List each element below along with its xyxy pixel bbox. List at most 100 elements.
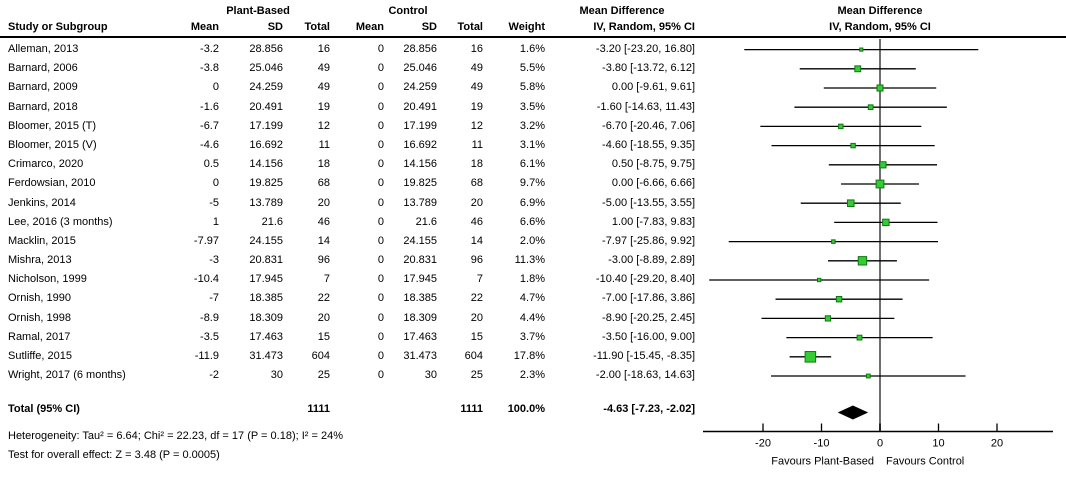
table-row: Macklin, 2015 -7.97 24.155 14 0 24.155 14 2.0% -… — [0, 232, 695, 251]
effect-marker — [854, 65, 862, 73]
mean2-cell: 0 — [377, 100, 384, 113]
sd1-cell: 17.199 — [249, 119, 283, 132]
table-row: Ornish, 1990 -7 18.385 22 0 18.385 22 4.7% -7.00… — [0, 289, 695, 308]
column-header-row: Study or Subgroup Mean SD Total Mean SD … — [0, 19, 695, 35]
sd1-cell: 19.825 — [249, 177, 283, 190]
sd1-cell: 16.692 — [249, 138, 283, 151]
sd1-cell: 24.259 — [249, 81, 283, 94]
col-header-sd1: SD — [267, 21, 283, 33]
study-name: Ferdowsian, 2010 — [8, 177, 96, 190]
mean2-cell: 0 — [377, 138, 384, 151]
effect-marker — [850, 142, 856, 149]
table-row: Lee, 2016 (3 months) 1 21.6 46 0 21.6 46 6.6% 1.… — [0, 213, 695, 232]
total-label: Total (95% CI) — [8, 403, 80, 415]
sd1-cell: 21.6 — [261, 215, 283, 228]
col-header-weight: Weight — [508, 21, 545, 33]
study-name: Ornish, 1990 — [8, 292, 71, 305]
effect-marker — [824, 315, 832, 322]
table-row: Barnard, 2009 0 24.259 49 0 24.259 49 5.8% 0.00 … — [0, 78, 695, 97]
ci-cell: -3.50 [-16.00, 9.00] — [602, 330, 695, 343]
ci-cell: -7.00 [-17.86, 3.86] — [602, 292, 695, 305]
weight-cell: 3.2% — [519, 119, 545, 132]
mean1-cell: -3 — [209, 254, 219, 267]
study-name: Wright, 2017 (6 months) — [8, 369, 126, 382]
sd2-cell: 16.692 — [403, 138, 437, 151]
mean2-cell: 0 — [377, 273, 384, 286]
study-name: Barnard, 2009 — [8, 81, 78, 94]
mean2-cell: 0 — [377, 311, 384, 324]
total2-cell: 49 — [470, 81, 483, 94]
ci-cell: -7.97 [-25.86, 9.92] — [602, 234, 695, 247]
total1-cell: 14 — [317, 234, 330, 247]
table-row: Jenkins, 2014 -5 13.789 20 0 13.789 20 6.9% -5.0… — [0, 194, 695, 213]
sd2-cell: 21.6 — [415, 215, 437, 228]
table-row: Sutliffe, 2015 -11.9 31.473 604 0 31.473 604 17… — [0, 347, 695, 366]
total2-cell: 7 — [476, 273, 483, 286]
sd2-cell: 30 — [424, 369, 437, 382]
axis-tick-label: -20 — [755, 438, 771, 450]
mean1-cell: 0.5 — [203, 158, 219, 171]
ci-cell: -3.20 [-23.20, 16.80] — [595, 43, 695, 55]
effect-marker — [816, 277, 822, 283]
total1-cell: 16 — [317, 43, 330, 55]
mean1-cell: -3.8 — [200, 62, 219, 75]
col-header-mean2: Mean — [355, 21, 384, 33]
sd2-cell: 31.473 — [403, 350, 437, 362]
total-weight: 100.0% — [507, 403, 545, 415]
md-column-header: Mean Difference — [579, 5, 665, 17]
effect-marker — [804, 351, 817, 363]
col-header-total1: Total — [304, 21, 330, 33]
weight-cell: 5.5% — [519, 62, 545, 75]
table-row: Ramal, 2017 -3.5 17.463 15 0 17.463 15 3.7% -3.5… — [0, 328, 695, 347]
total-n1: 1111 — [307, 403, 330, 415]
mean2-cell: 0 — [377, 215, 384, 228]
ci-cell: -2.00 [-18.63, 14.63] — [595, 369, 695, 382]
ci-cell: -5.00 [-13.55, 3.55] — [602, 196, 695, 209]
mean1-cell: 0 — [212, 81, 219, 94]
plot-header-line1: Mean Difference — [837, 5, 923, 17]
sd1-cell: 24.155 — [249, 234, 283, 247]
sd2-cell: 17.199 — [403, 119, 437, 132]
ci-cell: 0.00 [-9.61, 9.61] — [611, 81, 695, 94]
mean2-cell: 0 — [377, 177, 384, 190]
mean2-cell: 0 — [377, 196, 384, 209]
effect-marker — [867, 104, 874, 111]
total1-cell: 46 — [317, 215, 330, 228]
mean2-cell: 0 — [377, 369, 384, 382]
total1-cell: 18 — [317, 158, 330, 171]
weight-cell: 17.8% — [513, 350, 545, 362]
study-name: Jenkins, 2014 — [8, 196, 76, 209]
total1-cell: 20 — [317, 311, 330, 324]
col-header-total2: Total — [457, 21, 483, 33]
total2-cell: 49 — [470, 62, 483, 75]
effect-marker — [865, 373, 871, 379]
table-row: Alleman, 2013 -3.2 28.856 16 0 28.856 16 1.6% -3… — [0, 40, 695, 59]
table-row: Wright, 2017 (6 months) -2 30 25 0 30 25 2.3% -2… — [0, 366, 695, 385]
weight-cell: 3.7% — [519, 330, 545, 343]
mean1-cell: -4.6 — [200, 138, 219, 151]
total-diamond — [837, 405, 869, 420]
header-divider — [0, 36, 1066, 38]
weight-cell: 6.1% — [519, 158, 545, 171]
mean2-cell: 0 — [377, 330, 384, 343]
mean2-cell: 0 — [377, 254, 384, 267]
mean2-cell: 0 — [377, 119, 384, 132]
effect-marker — [838, 123, 844, 130]
total-row: Total (95% CI) 1111 1111 100.0% -4.63 [-… — [0, 401, 695, 418]
study-name: Bloomer, 2015 (T) — [8, 119, 97, 132]
sd1-cell: 18.385 — [249, 292, 283, 305]
ci-cell: -3.80 [-13.72, 6.12] — [602, 62, 695, 75]
total1-cell: 15 — [317, 330, 330, 343]
weight-cell: 4.4% — [519, 311, 545, 324]
mean1-cell: -11.9 — [194, 350, 219, 362]
sd1-cell: 25.046 — [249, 62, 283, 75]
effect-marker — [859, 47, 864, 52]
ci-cell: -1.60 [-14.63, 11.43] — [596, 100, 695, 113]
total1-cell: 604 — [311, 350, 330, 362]
ci-cell: -10.40 [-29.20, 8.40] — [595, 273, 695, 286]
sd2-cell: 18.385 — [403, 292, 437, 305]
total1-cell: 68 — [317, 177, 330, 190]
mean1-cell: -7.97 — [193, 234, 219, 247]
total1-cell: 49 — [317, 81, 330, 94]
